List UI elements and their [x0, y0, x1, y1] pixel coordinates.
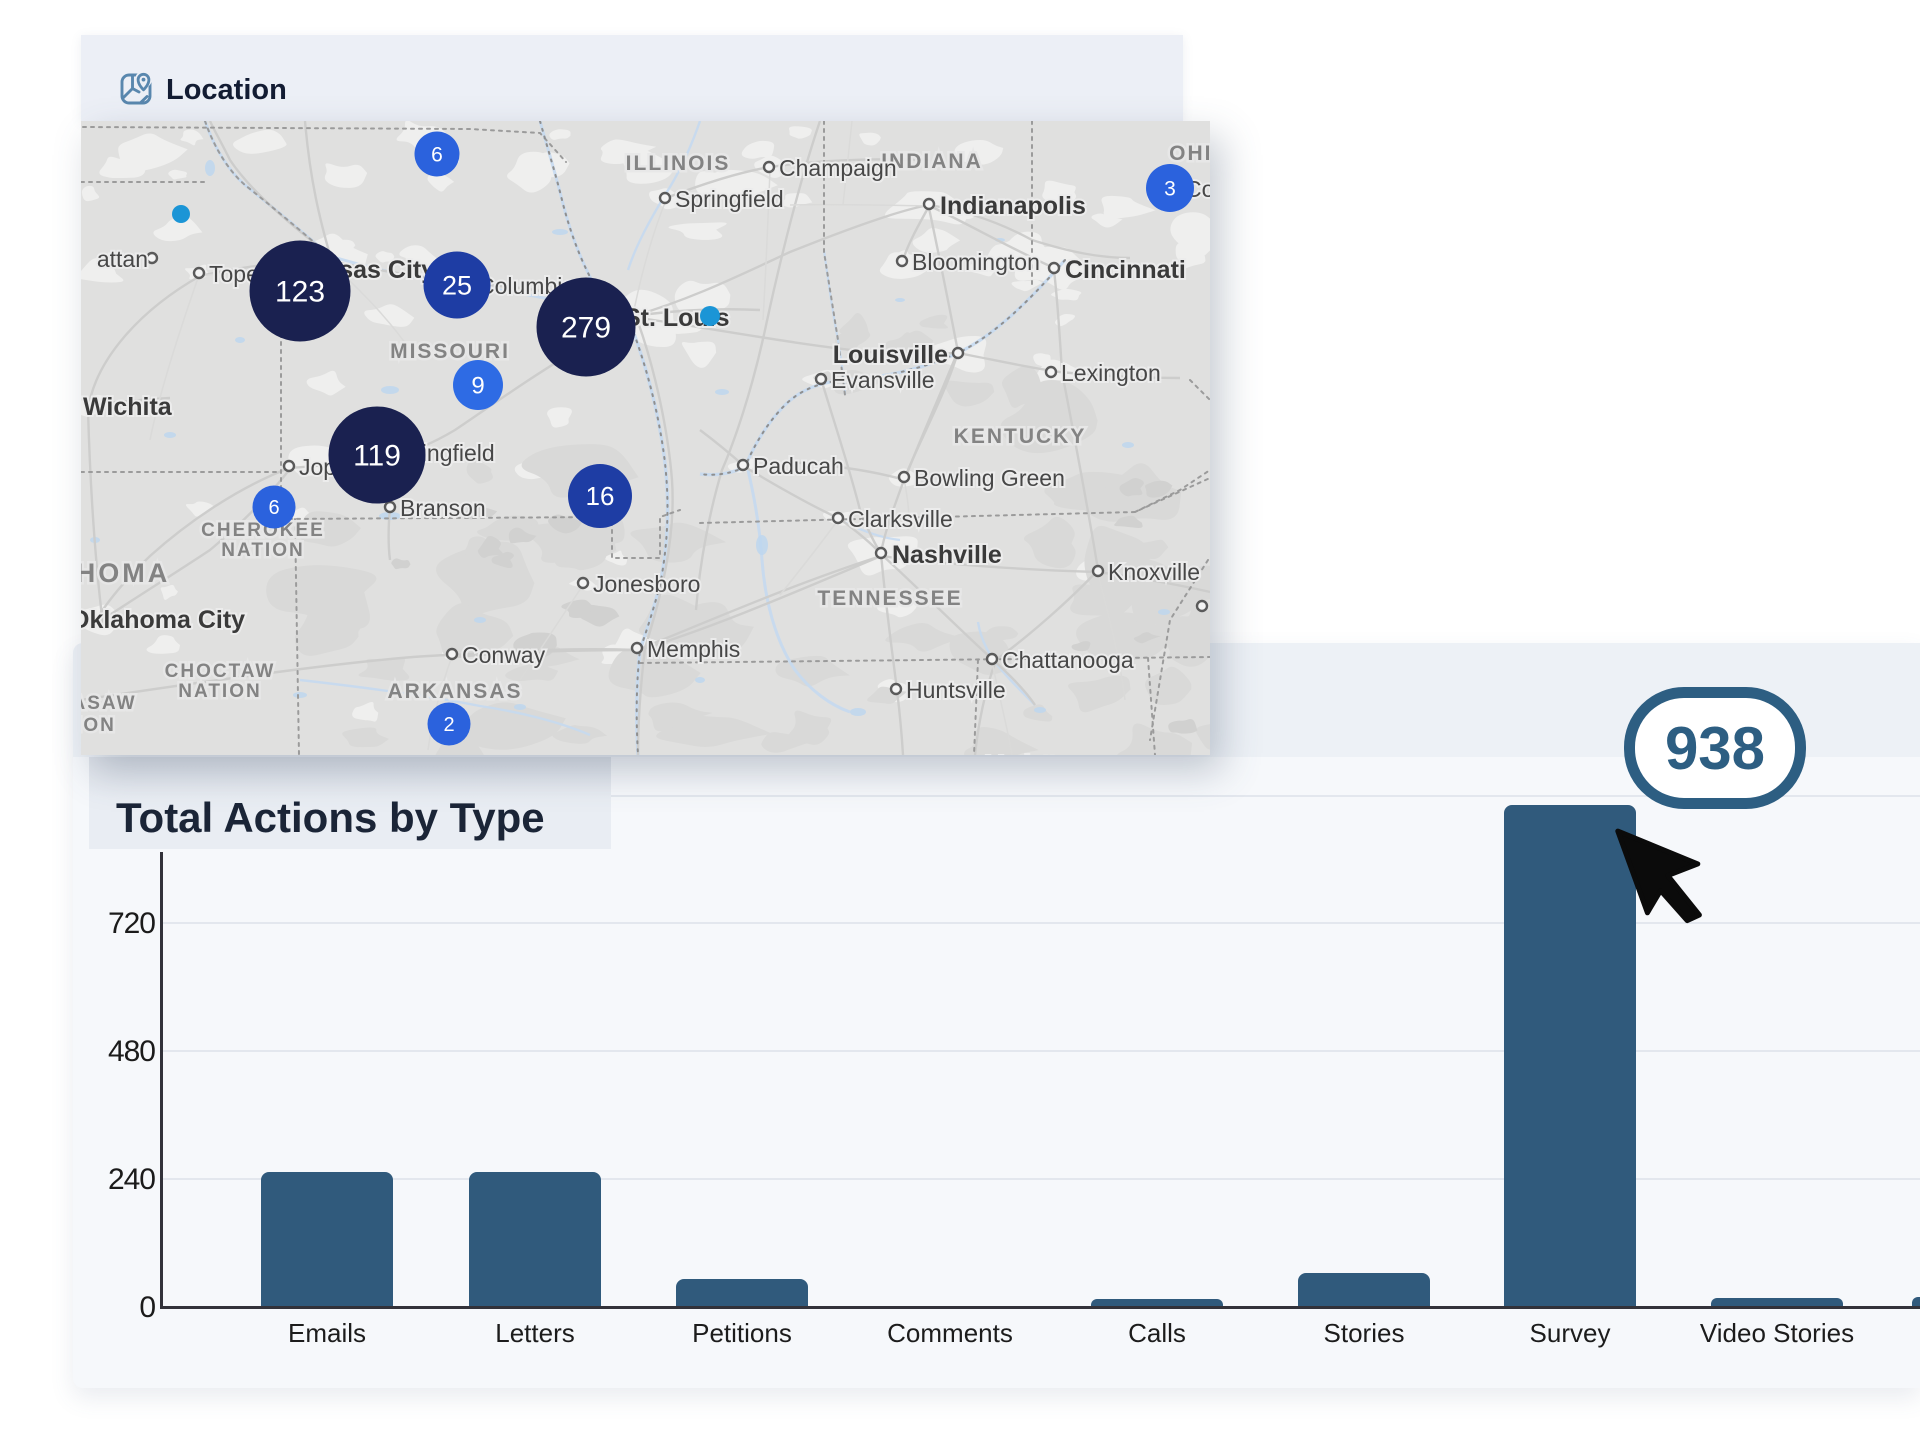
svg-text:Springfield: Springfield	[675, 186, 784, 212]
svg-text:INDIANA: INDIANA	[881, 150, 983, 173]
svg-text:HOMA: HOMA	[81, 558, 170, 588]
svg-text:NATION: NATION	[178, 681, 261, 702]
svg-text:ARKANSAS: ARKANSAS	[387, 680, 522, 703]
svg-text:Nashville: Nashville	[892, 541, 1002, 569]
svg-text:Indianapolis: Indianapolis	[940, 192, 1086, 220]
svg-text:attan: attan	[97, 246, 148, 272]
svg-text:Champaign: Champaign	[779, 155, 897, 181]
svg-text:Jonesboro: Jonesboro	[593, 571, 700, 597]
svg-text:279: 279	[561, 312, 611, 345]
svg-text:Bowling Green: Bowling Green	[914, 465, 1065, 491]
svg-text:Chattanooga: Chattanooga	[1002, 647, 1134, 673]
svg-text:ILLINOIS: ILLINOIS	[626, 152, 731, 175]
svg-text:Conway: Conway	[462, 642, 546, 668]
svg-text:MISSOURI: MISSOURI	[390, 340, 510, 363]
svg-text:Paducah: Paducah	[753, 453, 844, 479]
svg-text:ION: ION	[81, 715, 116, 736]
svg-text:9: 9	[471, 372, 484, 399]
svg-text:3: 3	[1164, 177, 1176, 200]
svg-text:NATION: NATION	[221, 540, 304, 561]
svg-text:6: 6	[431, 143, 443, 166]
svg-text:16: 16	[586, 481, 615, 511]
svg-text:Knoxville: Knoxville	[1108, 559, 1200, 585]
svg-text:Cincinnati: Cincinnati	[1065, 256, 1186, 284]
svg-text:Bloomington: Bloomington	[912, 249, 1040, 275]
svg-text:Huntsville: Huntsville	[906, 677, 1006, 703]
svg-text:CHOCTAW: CHOCTAW	[165, 661, 276, 682]
svg-text:TENNESSEE: TENNESSEE	[817, 587, 962, 610]
svg-text:Clarksville: Clarksville	[848, 506, 953, 532]
svg-text:25: 25	[442, 270, 472, 300]
svg-text:Lexington: Lexington	[1061, 360, 1161, 386]
svg-text:119: 119	[353, 440, 401, 473]
svg-text:OHIO: OHIO	[1169, 142, 1210, 165]
svg-text:Oklahoma City: Oklahoma City	[81, 606, 245, 634]
svg-text:123: 123	[275, 276, 325, 309]
svg-text:KENTUCKY: KENTUCKY	[954, 425, 1087, 448]
svg-text:6: 6	[268, 497, 279, 519]
svg-text:Memphis: Memphis	[647, 636, 740, 662]
svg-text:Wichita: Wichita	[83, 393, 173, 421]
svg-text:Marietta: Marietta	[985, 751, 1068, 755]
svg-text:Branson: Branson	[400, 495, 486, 521]
svg-text:2: 2	[443, 714, 454, 736]
svg-text:Louisville: Louisville	[833, 341, 948, 369]
svg-text:Evansville: Evansville	[831, 367, 935, 393]
